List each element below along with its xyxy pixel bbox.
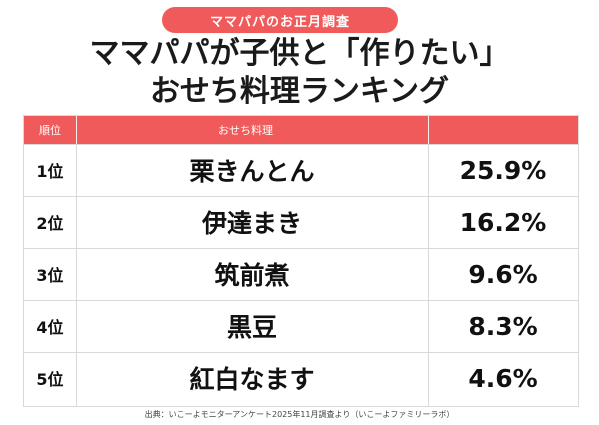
rank-cell: 1位: [36, 162, 64, 181]
dish-cell: 紅白なます: [189, 365, 315, 394]
table-header: 順位 おせち料理: [24, 116, 578, 144]
dish-cell: 黒豆: [226, 313, 277, 342]
table-row: 2位 伊達まき 16.2%: [24, 196, 578, 247]
ranking-table: 順位 おせち料理 1位 栗きんとん 25.9% 2位 伊達まき 16.2% 3位…: [23, 115, 579, 407]
percent-cell: 25.9%: [459, 155, 547, 185]
percent-cell: 4.6%: [468, 363, 538, 393]
table-row: 5位 紅白なます 4.6%: [24, 352, 578, 403]
rank-cell: 2位: [36, 214, 64, 233]
source-note: 出典：いこーよモニターアンケート2025年11月調査より（いこーよファミリーラボ…: [144, 410, 455, 419]
rank-cell: 5位: [36, 370, 64, 389]
table-row: 3位 筑前煮 9.6%: [24, 248, 578, 299]
page-title-line2: おせち料理ランキング: [149, 74, 450, 109]
survey-badge: ママパパのお正月調査: [162, 7, 398, 33]
percent-cell: 9.6%: [468, 259, 538, 289]
percent-cell: 8.3%: [468, 311, 538, 341]
header-divider: [428, 116, 429, 144]
header-dish: おせち料理: [218, 124, 273, 137]
column-divider: [76, 144, 77, 406]
dish-cell: 栗きんとん: [189, 157, 315, 186]
percent-cell: 16.2%: [459, 207, 547, 237]
page-title-line1: ママパパが子供と「作りたい」: [89, 36, 510, 71]
header-rank: 順位: [39, 124, 61, 137]
column-divider: [428, 144, 429, 406]
table-row: 1位 栗きんとん 25.9%: [24, 144, 578, 195]
dish-cell: 伊達まき: [201, 209, 302, 238]
table-row: 4位 黒豆 8.3%: [24, 300, 578, 351]
header-percent: [428, 116, 578, 144]
rank-cell: 3位: [36, 266, 64, 285]
dish-cell: 筑前煮: [214, 261, 290, 290]
header-divider: [76, 116, 77, 144]
rank-cell: 4位: [36, 318, 64, 337]
